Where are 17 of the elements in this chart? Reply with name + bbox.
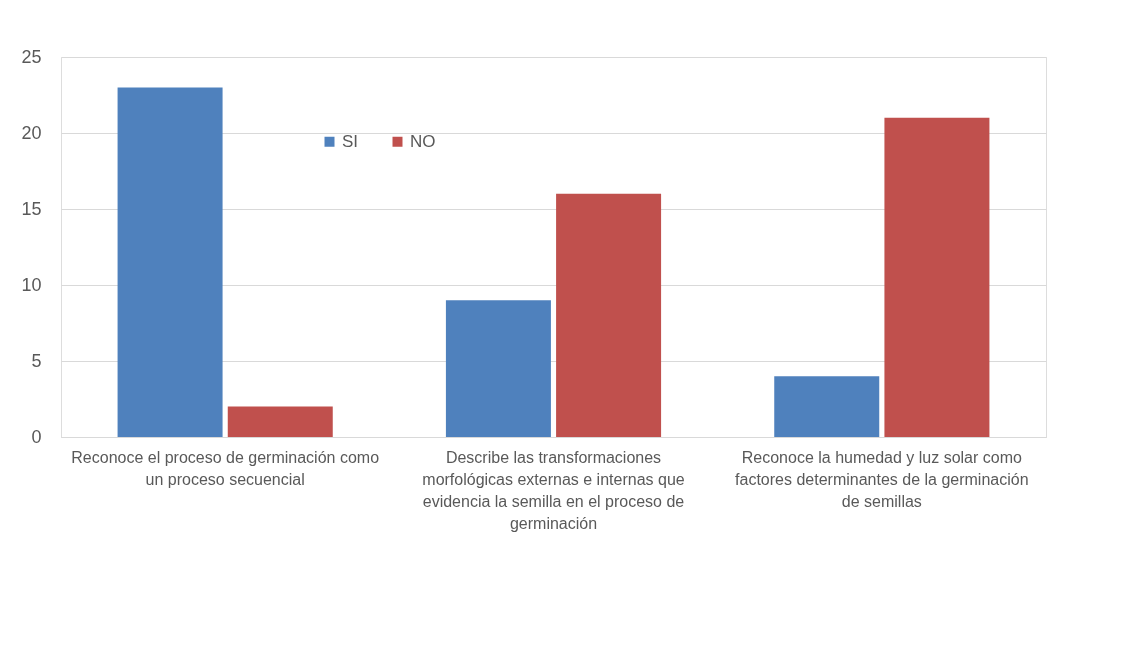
y-tick-label: 5	[31, 350, 42, 371]
legend-label: SI	[342, 131, 359, 151]
y-tick-label: 20	[21, 122, 42, 143]
bar	[556, 193, 662, 437]
y-tick-label: 15	[21, 198, 42, 219]
bar	[774, 376, 880, 437]
legend-label: NO	[410, 131, 436, 151]
y-tick-label: 10	[21, 274, 42, 295]
x-tick-label: Reconoce el proceso de germinación como un proceso secuencial	[71, 448, 380, 488]
bar	[445, 300, 551, 437]
bar	[117, 87, 223, 437]
x-tick-label: Reconoce la humedad y luz solar como factores determinantes de la germinación de semillas	[735, 448, 1029, 510]
bar	[227, 406, 333, 437]
y-tick-label: 0	[31, 426, 42, 447]
bar	[884, 117, 990, 437]
y-tick-label: 25	[21, 46, 42, 67]
x-tick-label: Describe las transformaciones morfológicas externas e internas que evidencia la semilla en el proceso de germinación	[422, 448, 685, 532]
